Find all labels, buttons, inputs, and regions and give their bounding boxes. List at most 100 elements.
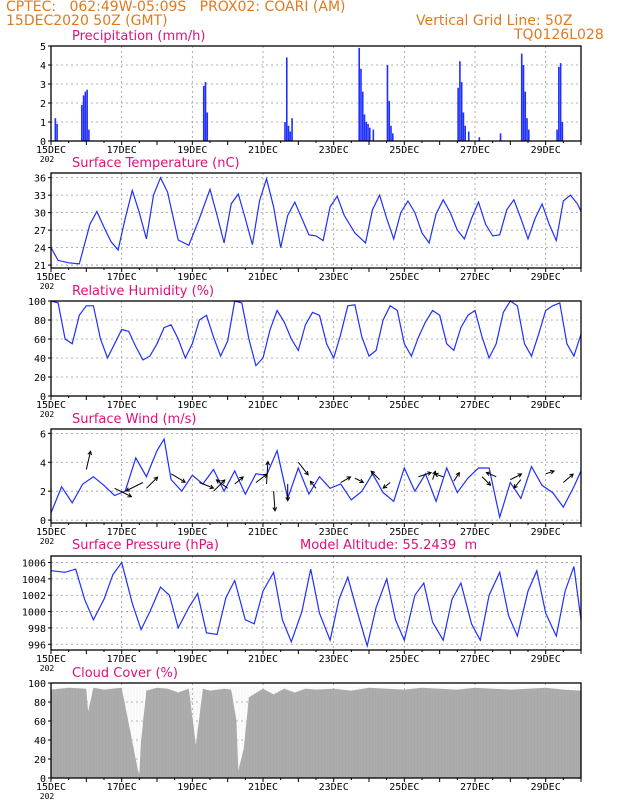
wind-arrow-head bbox=[220, 479, 226, 484]
wind-arrow-head bbox=[272, 506, 278, 512]
wind-arrow bbox=[486, 472, 497, 478]
precip-bar bbox=[360, 68, 362, 141]
y-tick-label: 4 bbox=[40, 61, 46, 72]
wind-arrow bbox=[545, 470, 555, 475]
wind-arrow-head bbox=[309, 480, 315, 486]
x-tick-label: 29DEC bbox=[531, 272, 561, 283]
x-tick-label: 25DEC bbox=[389, 527, 419, 538]
panel-title-pressure: Surface Pressure (hPa) bbox=[72, 538, 219, 553]
precip-bar bbox=[559, 63, 562, 141]
y-tick-label: 1002 bbox=[22, 591, 46, 602]
precip-bar bbox=[464, 125, 466, 141]
y-tick-label: 60 bbox=[34, 717, 46, 728]
panel-frame bbox=[50, 45, 582, 142]
precip-bar bbox=[460, 82, 463, 141]
precip-bar bbox=[457, 87, 459, 141]
x-tick-label: 21DEC bbox=[248, 272, 278, 283]
wind-arrow-head bbox=[239, 476, 244, 481]
x-tick-label: 21DEC bbox=[248, 527, 278, 538]
date-header: 15DEC2020 50Z (GMT) bbox=[6, 13, 168, 29]
y-tick-label: 80 bbox=[34, 316, 46, 327]
wind-arrow-head bbox=[427, 471, 433, 476]
precip-bar bbox=[388, 101, 391, 141]
precip-bar bbox=[365, 122, 368, 141]
wind-arrow bbox=[297, 461, 309, 476]
wind-arrow-head bbox=[433, 472, 439, 478]
wind-arrow bbox=[266, 461, 269, 484]
x-tick-label: 23DEC bbox=[319, 272, 349, 283]
precip-bar bbox=[386, 65, 389, 141]
y-tick-label: 0 bbox=[40, 392, 46, 403]
y-tick-label: 20 bbox=[34, 755, 46, 766]
x-tick-label: 15DEC bbox=[36, 272, 66, 283]
x-tick-label: 15DEC bbox=[36, 654, 66, 665]
x-tick-label: 17DEC bbox=[107, 782, 137, 793]
x-tick-label: 27DEC bbox=[460, 145, 490, 156]
panel-1: 21 24 27 30 33 36 15DEC 17DEC 19DEC 21DEC 23DEC 25D… bbox=[34, 172, 582, 291]
x-tick-label: 15DEC bbox=[36, 527, 66, 538]
x-tick-label: 19DEC bbox=[177, 145, 207, 156]
y-tick-label: 40 bbox=[34, 354, 46, 365]
wind-arrow bbox=[310, 480, 317, 489]
precip-bar bbox=[289, 131, 292, 141]
wind-arrow bbox=[510, 473, 522, 481]
grid-line-note: Vertical Grid Line: 50Z bbox=[416, 13, 573, 29]
precip-bar bbox=[524, 91, 527, 141]
precip-bar bbox=[522, 65, 525, 141]
panel-3: 0 2 4 6 15DEC 17DEC 19DEC 21DEC 23DEC 25DEC 27DEC 2… bbox=[36, 428, 582, 546]
wind-arrow-head bbox=[153, 476, 159, 482]
x-tick-label: 17DEC bbox=[107, 272, 137, 283]
precip-bar bbox=[86, 89, 88, 141]
series-line bbox=[50, 176, 582, 265]
x-tick-label: 19DEC bbox=[177, 527, 207, 538]
precip-bar bbox=[81, 104, 83, 141]
panel-frame bbox=[50, 172, 582, 269]
y-tick-label: 40 bbox=[34, 736, 46, 747]
precip-bar bbox=[284, 122, 286, 141]
wind-arrow bbox=[273, 491, 276, 511]
precip-bar bbox=[88, 129, 90, 141]
y-tick-label: 3 bbox=[40, 80, 46, 91]
x-tick-label: 27DEC bbox=[460, 272, 490, 283]
x-tick-label: 17DEC bbox=[107, 527, 137, 538]
y-tick-label: 998 bbox=[28, 624, 46, 635]
wind-arrow-head bbox=[265, 460, 271, 466]
y-tick-label: 0 bbox=[40, 137, 46, 148]
wind-arrow bbox=[234, 476, 244, 485]
x-tick-label: 17DEC bbox=[107, 654, 137, 665]
precip-bar bbox=[206, 112, 209, 141]
x-tick-label: 23DEC bbox=[319, 145, 349, 156]
panel-2: 0 20 40 60 80 100 15DEC 17DEC 19DEC 21DEC 23DEC 25D… bbox=[28, 297, 582, 419]
model-altitude: Model Altitude: 55.2439 m bbox=[300, 538, 478, 553]
y-tick-label: 30 bbox=[34, 209, 46, 220]
precip-bar bbox=[462, 112, 465, 141]
panel-title-precipitation: Precipitation (mm/h) bbox=[72, 29, 206, 44]
precip-bar bbox=[467, 131, 470, 141]
model-code: TQ0126L028 bbox=[514, 27, 604, 43]
x-tick-label: 29DEC bbox=[531, 145, 561, 156]
precip-bar bbox=[369, 127, 371, 141]
wind-arrow-head bbox=[359, 478, 365, 484]
panel-title-temperature: Surface Temperature (nC) bbox=[72, 156, 240, 171]
wind-arrow-head bbox=[485, 471, 491, 476]
y-tick-label: 0 bbox=[40, 774, 46, 785]
precip-bar bbox=[561, 122, 564, 141]
wind-arrow-head bbox=[285, 497, 291, 502]
precip-bar bbox=[287, 125, 290, 141]
y-tick-label: 5 bbox=[40, 42, 46, 53]
x-tick-label: 27DEC bbox=[460, 782, 490, 793]
precip-bar bbox=[459, 61, 461, 142]
x-year-fragment: 202 bbox=[40, 537, 55, 546]
x-tick-label: 23DEC bbox=[319, 400, 349, 411]
wind-arrow-head bbox=[569, 473, 574, 479]
x-tick-label: 27DEC bbox=[460, 527, 490, 538]
precip-bar bbox=[499, 133, 502, 141]
x-tick-label: 21DEC bbox=[248, 654, 278, 665]
panel-title-cloud-cover: Cloud Cover (%) bbox=[72, 666, 178, 681]
wind-arrow bbox=[481, 476, 491, 486]
y-tick-label: 996 bbox=[28, 640, 46, 651]
x-tick-label: 25DEC bbox=[389, 400, 419, 411]
precip-bar bbox=[202, 85, 205, 141]
wind-arrow bbox=[418, 472, 432, 478]
precip-bar bbox=[556, 129, 558, 141]
